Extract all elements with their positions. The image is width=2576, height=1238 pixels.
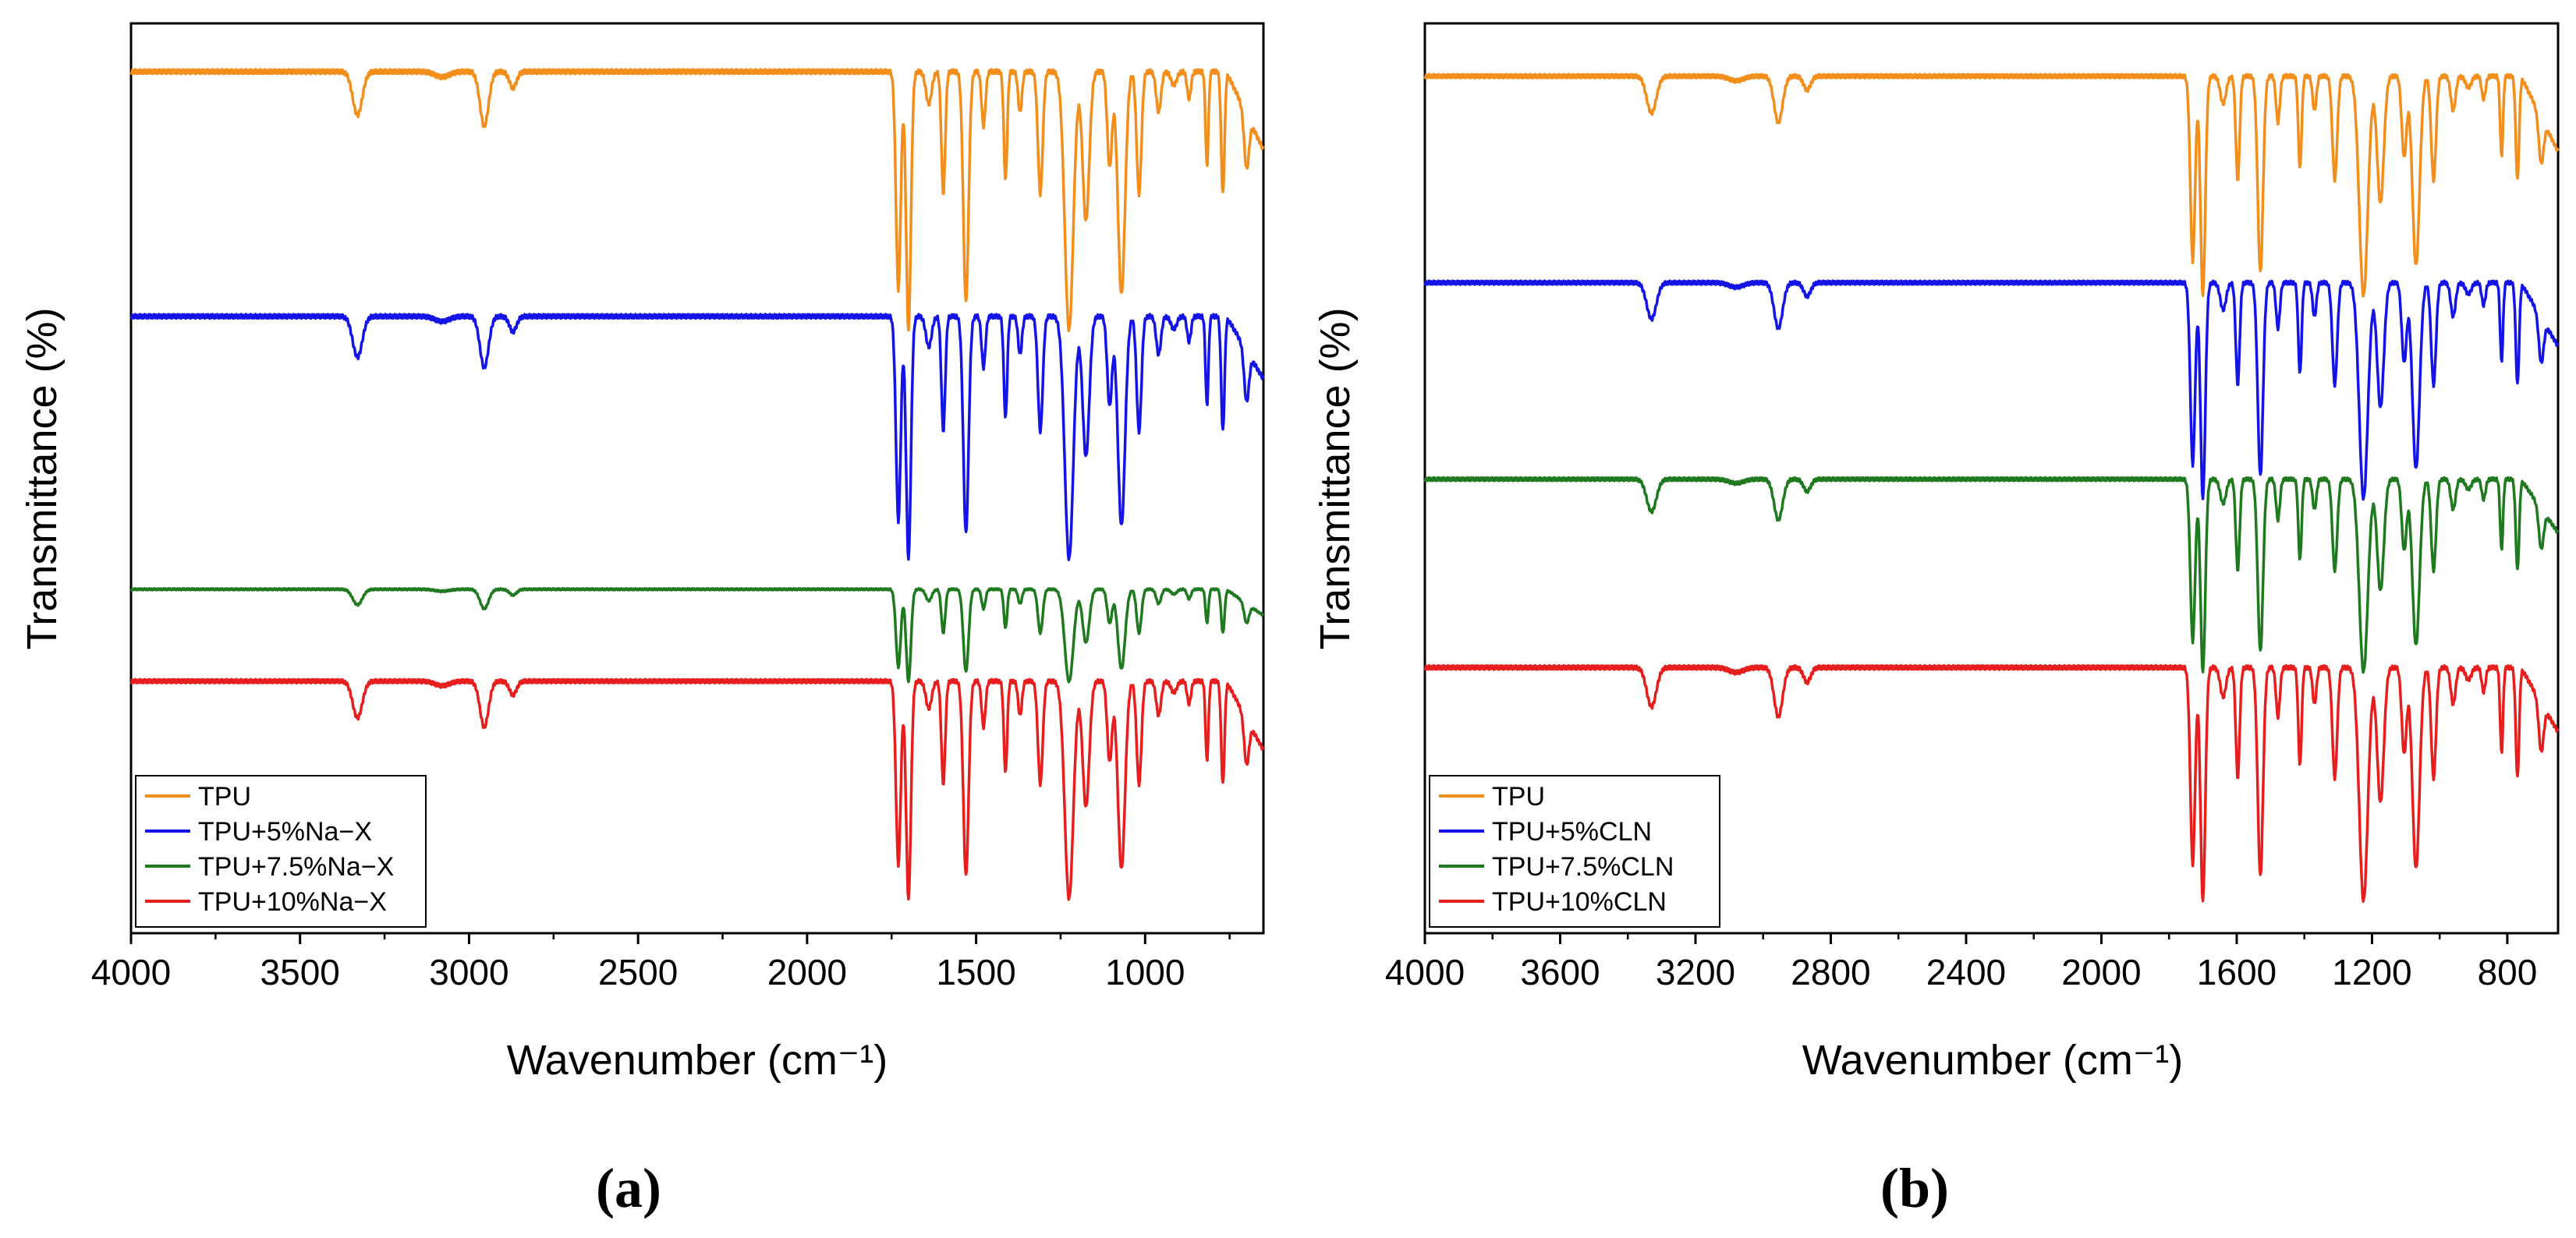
plot-area-a: 4000 3500 3000 2500 2000 1500 1000 TPU TPU+5%Na…: [91, 22, 1265, 992]
y-axis-label-a: Transmittance (%): [19, 307, 66, 649]
legend-label-b-2: TPU+5%CLN: [1492, 817, 1652, 847]
legend-a: TPU TPU+5%Na−X TPU+7.5%Na−X TPU+10%Na−X: [135, 775, 427, 928]
panel-caption-b: (b): [1880, 1157, 1949, 1219]
x-tick-label-b: 3600: [1520, 952, 1600, 992]
x-axis-ticks-a: 4000 3500 3000 2500 2000 1500 1000: [91, 933, 1231, 992]
legend-label-a-3: TPU+7.5%Na−X: [198, 852, 394, 882]
x-tick-label-b: 2400: [1926, 952, 2006, 992]
series-line-b-1: [1423, 73, 2560, 298]
x-tick-label-a: 3500: [260, 952, 340, 992]
panel-b: 4000 3600 3200 2800 2400 2000 1600 1200 800 TPUT…: [1312, 22, 2560, 1219]
plot-frame-a: [129, 22, 1265, 935]
x-tick-label-a: 2500: [598, 952, 678, 992]
x-tick-label-b: 2800: [1791, 952, 1870, 992]
x-tick-label-b: 800: [2478, 952, 2538, 992]
legend-label-a-2: TPU+5%Na−X: [198, 817, 372, 847]
series-line-b-4: [1423, 663, 2560, 904]
legend-b: TPU TPU+5%CLN TPU+7.5%CLN TPU+10%CLN: [1429, 775, 1720, 928]
panel-caption-a: (a): [596, 1157, 661, 1219]
x-tick-label-a: 4000: [91, 952, 171, 992]
series-group-b: [1423, 73, 2560, 904]
series-line-a-3: [129, 587, 1265, 684]
x-tick-label-a: 1000: [1105, 952, 1185, 992]
x-tick-label-a: 2000: [767, 952, 847, 992]
series-line-a-2: [129, 313, 1265, 561]
legend-label-b-4: TPU+10%CLN: [1492, 887, 1667, 917]
panel-a: 4000 3500 3000 2500 2000 1500 1000 TPU TPU+5%Na…: [19, 22, 1265, 1219]
plot-area-b: 4000 3600 3200 2800 2400 2000 1600 1200 800 TPUT…: [1385, 22, 2560, 992]
series-line-b-3: [1423, 476, 2560, 674]
x-tick-label-b: 1200: [2332, 952, 2411, 992]
x-tick-label-b: 3200: [1656, 952, 1735, 992]
x-tick-label-b: 1600: [2197, 952, 2277, 992]
legend-label-b-3: TPU+7.5%CLN: [1492, 852, 1674, 882]
legend-label-b-1: TPU: [1492, 782, 1545, 812]
x-tick-label-a: 3000: [429, 952, 508, 992]
x-axis-label-b: Wavenumber (cm⁻¹): [1802, 1037, 2184, 1084]
series-line-a-1: [129, 68, 1265, 332]
x-axis-ticks-b: 4000 3600 3200 2800 2400 2000 1600 1200 800: [1385, 933, 2537, 992]
series-group-a: [129, 68, 1265, 901]
series-line-b-2: [1423, 279, 2560, 501]
x-tick-label-b: 4000: [1385, 952, 1465, 992]
legend-label-a-4: TPU+10%Na−X: [198, 887, 387, 917]
y-axis-label-b: Transmittance (%): [1312, 307, 1359, 649]
legend-label-a-1: TPU: [198, 782, 251, 812]
series-line-a-4: [129, 677, 1265, 901]
x-axis-label-a: Wavenumber (cm⁻¹): [507, 1037, 888, 1084]
x-tick-label-a: 1500: [936, 952, 1015, 992]
x-tick-label-b: 2000: [2061, 952, 2141, 992]
